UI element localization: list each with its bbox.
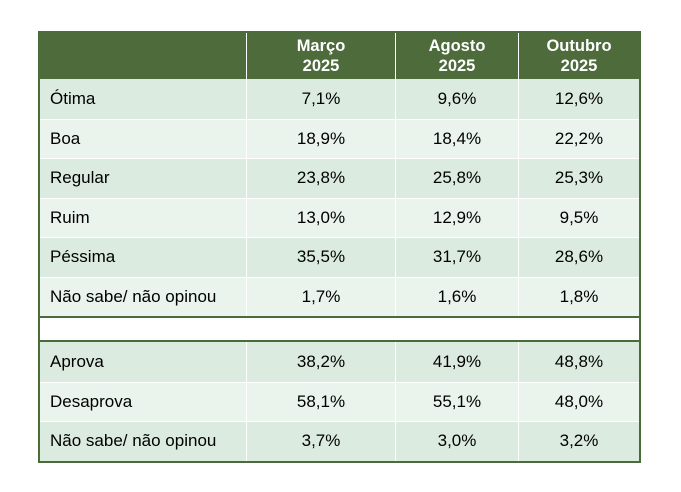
- table-row: Desaprova 58,1% 55,1% 48,0%: [40, 381, 639, 421]
- table-row: Não sabe/ não opinou 3,7% 3,0% 3,2%: [40, 421, 639, 461]
- value-cell: 48,8%: [554, 351, 604, 371]
- row-label: Ruim: [40, 198, 247, 237]
- value-cell: 38,2%: [247, 342, 396, 382]
- table-row: Ruim 13,0% 12,9% 9,5%: [40, 197, 639, 237]
- row-label: Regular: [40, 159, 247, 198]
- value-cell: 13,0%: [247, 198, 396, 237]
- header-cell-marco: Março 2025: [247, 33, 396, 79]
- value-cell: 31,7%: [396, 238, 519, 277]
- header-year: 2025: [560, 57, 598, 75]
- value-cell: 35,5%: [247, 238, 396, 277]
- row-label: Não sabe/ não opinou: [40, 422, 247, 461]
- row-label: Desaprova: [40, 382, 247, 421]
- value-cell: 1,7%: [247, 277, 396, 316]
- header-cell-agosto: Agosto 2025: [396, 33, 519, 79]
- row-label: Aprova: [40, 342, 247, 382]
- header-cell-empty: [40, 33, 247, 79]
- value-cell: 3,7%: [247, 422, 396, 461]
- header-cell-outubro: Outubro 2025: [519, 33, 639, 79]
- value-cell: 18,4%: [396, 119, 519, 158]
- row-label: Não sabe/ não opinou: [40, 277, 247, 316]
- section-spacer: [40, 316, 639, 342]
- value-cell: 12,6%: [554, 88, 604, 108]
- row-label: Péssima: [40, 238, 247, 277]
- evaluation-section: Ótima 7,1% 9,6% 12,6% Boa 18,9% 18,4% 22,2% Regu…: [40, 79, 639, 316]
- value-cell: 25,3%: [554, 168, 604, 188]
- value-cell: 23,8%: [247, 159, 396, 198]
- value-cell: 28,6%: [554, 247, 604, 267]
- value-cell: 55,1%: [396, 382, 519, 421]
- header-month: Agosto: [428, 37, 486, 55]
- header-row: Março 2025 Agosto 2025 Outubro 2025: [40, 33, 639, 79]
- table-row: Não sabe/ não opinou 1,7% 1,6% 1,8%: [40, 276, 639, 316]
- value-cell: 3,2%: [559, 431, 599, 451]
- table-row: Ótima 7,1% 9,6% 12,6%: [40, 79, 639, 119]
- value-cell: 48,0%: [554, 391, 604, 411]
- value-cell: 41,9%: [396, 342, 519, 382]
- results-table: Março 2025 Agosto 2025 Outubro 2025 Ótim…: [38, 31, 641, 463]
- value-cell: 25,8%: [396, 159, 519, 198]
- value-cell: 18,9%: [247, 119, 396, 158]
- value-cell: 1,8%: [559, 286, 599, 306]
- approval-section: Aprova 38,2% 41,9% 48,8% Desaprova 58,1% 55,1%…: [40, 342, 639, 461]
- table-row: Boa 18,9% 18,4% 22,2%: [40, 118, 639, 158]
- value-cell: 22,2%: [554, 128, 604, 148]
- value-cell: 1,6%: [396, 277, 519, 316]
- row-label: Ótima: [40, 79, 247, 119]
- value-cell: 9,5%: [559, 207, 599, 227]
- header-year: 2025: [302, 57, 340, 75]
- header-year: 2025: [438, 57, 476, 75]
- table-row: Aprova 38,2% 41,9% 48,8%: [40, 342, 639, 382]
- value-cell: 3,0%: [396, 422, 519, 461]
- value-cell: 58,1%: [247, 382, 396, 421]
- value-cell: 12,9%: [396, 198, 519, 237]
- row-label: Boa: [40, 119, 247, 158]
- value-cell: 7,1%: [247, 79, 396, 119]
- value-cell: 9,6%: [396, 79, 519, 119]
- table-row: Péssima 35,5% 31,7% 28,6%: [40, 237, 639, 277]
- header-month: Março: [296, 37, 346, 55]
- table-row: Regular 23,8% 25,8% 25,3%: [40, 158, 639, 198]
- header-month: Outubro: [546, 37, 612, 55]
